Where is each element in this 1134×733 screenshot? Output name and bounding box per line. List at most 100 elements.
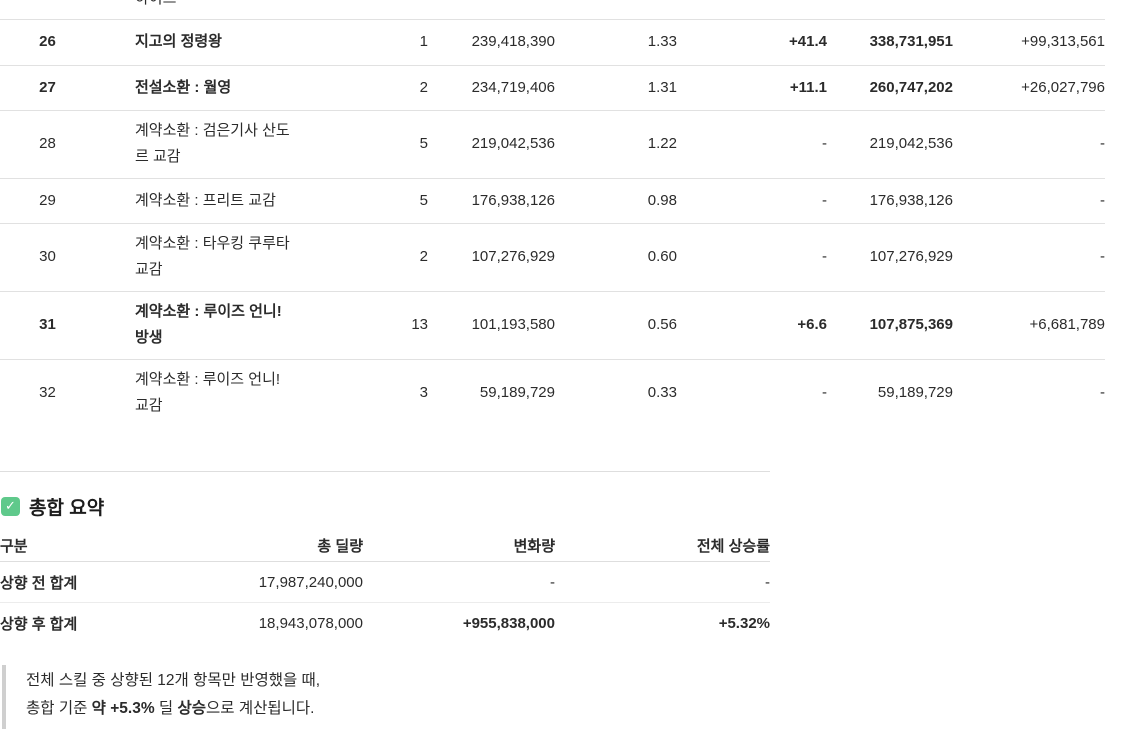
rank-cell: 27 [39,78,56,96]
summary-header-change: 변화량 [363,530,555,562]
share-cell: 1.33 [647,33,677,51]
skill-name-line2: 르 교감 [135,148,181,165]
base-damage-cell: 107,276,929 [471,248,555,265]
base-damage-cell: 59,189,729 [479,384,555,402]
rank-cell: 30 [39,248,56,265]
share-cell: 0.60 [647,248,677,265]
percent-change-cell: - [822,191,827,209]
summary-row-label: 상향 전 합계 [0,561,120,603]
skill-name-line1: 계약소환 : 프리트 교감 [135,191,276,209]
after-damage-cell: 107,276,929 [869,248,953,265]
skill-name-line2: 교감 [135,261,163,278]
rank-cell: 32 [39,384,56,402]
summary-header-row: 구분 총 딜량 변화량 전체 상승률 [0,530,770,562]
skill-name-line1: 계약소환 : 타우킹 쿠루타 [135,235,290,252]
table-row: 31 계약소환 : 루이즈 언니! 방생 13 101,193,580 0.56… [0,291,1105,359]
summary-rate-value: - [555,561,770,603]
summary-row-after: 상향 후 합계 18,943,078,000 +955,838,000 +5.3… [0,603,770,644]
summary-row-before: 상향 전 합계 17,987,240,000 - - [0,561,770,603]
percent-change-cell: +41.4 [789,33,827,51]
skill-ranking-table: 26 지고의 정령왕 1 239,418,390 1.33 +41.4 338,… [0,20,1105,427]
summary-total-value: 18,943,078,000 [258,614,363,632]
summary-section-header: ✓ 총합 요약 [0,494,1134,519]
note-line1: 전체 스킬 중 상향된 12개 항목만 반영했을 때, [26,672,321,689]
delta-cell: - [1100,384,1105,402]
rank-cell: 29 [39,191,56,209]
note-bold-percent: 약 +5.3% [91,700,155,717]
skill-name-cell: 계약소환 : 프리트 교감 [95,178,325,223]
base-damage-cell: 176,938,126 [471,191,555,209]
skill-name-cell: 계약소환 : 루이즈 언니! 방생 [95,291,325,359]
clipped-table-row: 하이즈 [0,0,1105,20]
share-cell: 0.56 [647,316,677,333]
count-cell: 5 [419,135,428,152]
delta-cell: +99,313,561 [1021,33,1105,51]
clipped-skill-name: 하이즈 [0,0,1105,12]
percent-change-cell: +6.6 [797,316,827,333]
skill-name-line2: 방생 [135,329,163,346]
summary-change-value: +955,838,000 [462,614,555,632]
skill-name-cell: 전설소환 : 월영 [95,65,325,110]
skill-name-line1: 계약소환 : 검은기사 산도 [135,122,290,139]
after-damage-cell: 260,747,202 [869,78,953,96]
table-row: 28 계약소환 : 검은기사 산도 르 교감 5 219,042,536 1.2… [0,110,1105,178]
count-cell: 2 [419,248,428,265]
after-damage-cell: 219,042,536 [869,135,953,152]
base-damage-cell: 234,719,406 [471,78,555,96]
note-text: 딜 [154,700,178,717]
table-row: 27 전설소환 : 월영 2 234,719,406 1.31 +11.1 26… [0,65,1105,110]
skill-name-cell: 계약소환 : 루이즈 언니! 교감 [95,359,325,427]
summary-rate-value: +5.32% [718,614,770,632]
skill-name-cell: 계약소환 : 타우킹 쿠루타 교감 [95,223,325,291]
share-cell: 0.98 [647,191,677,209]
after-damage-cell: 176,938,126 [869,191,953,209]
skill-name-line1: 계약소환 : 루이즈 언니! [135,303,282,320]
percent-change-cell: - [822,248,827,265]
table-row: 30 계약소환 : 타우킹 쿠루타 교감 2 107,276,929 0.60 … [0,223,1105,291]
summary-note: 전체 스킬 중 상향된 12개 항목만 반영했을 때, 총합 기준 약 +5.3… [2,665,1134,729]
table-row: 26 지고의 정령왕 1 239,418,390 1.33 +41.4 338,… [0,20,1105,65]
section-divider [0,471,770,472]
percent-change-cell: - [822,384,827,402]
share-cell: 0.33 [647,384,677,402]
skill-name-line1: 전설소환 : 월영 [135,78,232,96]
percent-change-cell: +11.1 [789,78,827,96]
note-line2: 총합 기준 약 +5.3% 딜 상승으로 계산됩니다. [26,695,1134,723]
count-cell: 13 [411,316,428,333]
summary-table: 구분 총 딜량 변화량 전체 상승률 상향 전 합계 17,987,240,00… [0,530,770,643]
table-row: 32 계약소환 : 루이즈 언니! 교감 3 59,189,729 0.33 -… [0,359,1105,427]
note-text: 총합 기준 [26,700,92,717]
skill-name-line2: 교감 [135,397,163,415]
rank-cell: 31 [39,316,56,333]
count-cell: 2 [419,78,428,96]
summary-header-total: 총 딜량 [120,530,363,562]
base-damage-cell: 219,042,536 [471,135,555,152]
summary-header-label: 구분 [0,530,120,562]
after-damage-cell: 338,731,951 [869,33,953,51]
delta-cell: - [1100,191,1105,209]
skill-name-cell: 지고의 정령왕 [95,20,325,65]
note-bold-word: 상승 [177,700,207,717]
after-damage-cell: 59,189,729 [877,384,953,402]
base-damage-cell: 101,193,580 [471,316,555,333]
share-cell: 1.22 [647,135,677,152]
delta-cell: +26,027,796 [1021,78,1105,96]
base-damage-cell: 239,418,390 [471,33,555,51]
table-row: 29 계약소환 : 프리트 교감 5 176,938,126 0.98 - 17… [0,178,1105,223]
summary-title: 총합 요약 [29,497,105,519]
summary-change-value: - [363,561,555,603]
skill-name-line1: 계약소환 : 루이즈 언니! [135,371,281,389]
delta-cell: - [1100,135,1105,152]
percent-change-cell: - [822,135,827,152]
summary-row-label: 상향 후 합계 [0,615,78,633]
delta-cell: - [1100,248,1105,265]
delta-cell: +6,681,789 [1029,316,1106,333]
count-cell: 1 [419,33,428,51]
share-cell: 1.31 [647,78,677,96]
summary-header-rate: 전체 상승률 [555,530,770,562]
check-icon: ✓ [1,496,20,516]
count-cell: 3 [419,384,428,402]
skill-name-line1: 지고의 정령왕 [135,33,222,51]
count-cell: 5 [419,191,428,209]
